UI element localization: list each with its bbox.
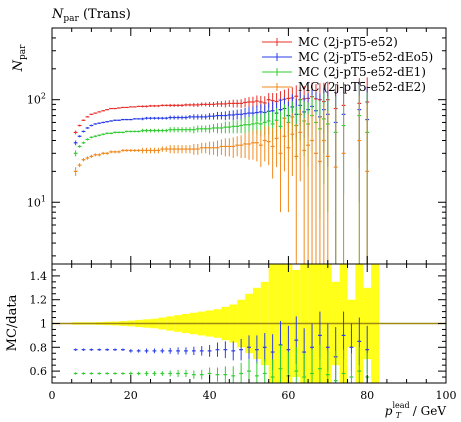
x-tick-label: 100 bbox=[436, 389, 457, 402]
legend: MC (2j-pT5-e52)MC (2j-pT5-e52-dEo5)MC (2… bbox=[262, 35, 433, 94]
figure-title-rest: (Trans) bbox=[79, 7, 131, 22]
x-tick-label: 20 bbox=[124, 389, 138, 402]
legend-label: MC (2j-pT5-e52-dE1) bbox=[298, 65, 426, 79]
x-tick-label: 40 bbox=[203, 389, 217, 402]
ratio-y-axis-label: MC/data bbox=[5, 294, 20, 351]
ratio-series-1 bbox=[73, 344, 370, 383]
y-tick-label-exp: 2 bbox=[41, 92, 46, 101]
series-1 bbox=[73, 81, 370, 264]
legend-label: MC (2j-pT5-e52) bbox=[298, 35, 398, 49]
ratio-x-ticks: 0 20 40 60 80 100 bbox=[49, 28, 457, 402]
ratio-y-tick-label: 0.8 bbox=[30, 341, 48, 354]
y-tick-label-exp: 1 bbox=[41, 194, 46, 203]
ratio-y-ticks: 0.6 0.8 1 1.2 1.4 bbox=[30, 263, 446, 384]
ratio-y-tick-label: 1 bbox=[40, 318, 47, 331]
main-y-axis-label-main: N bbox=[11, 59, 26, 72]
legend-item: MC (2j-pT5-e52-dE1) bbox=[262, 65, 426, 79]
legend-item: MC (2j-pT5-e52-dEo5) bbox=[262, 50, 433, 64]
x-tick-label: 80 bbox=[360, 389, 374, 402]
figure-title-sub: par bbox=[63, 14, 79, 24]
x-axis-label-sub: T bbox=[396, 411, 402, 420]
x-tick-label: 60 bbox=[281, 389, 295, 402]
figure-title: Npar (Trans) bbox=[51, 7, 131, 24]
legend-label: MC (2j-pT5-e52-dE2) bbox=[298, 80, 426, 94]
ratio-y-tick-label: 1.2 bbox=[30, 294, 48, 307]
ratio-panel: 0.6 0.8 1 1.2 1.4 0 20 40 60 80 100 MC/data plead… bbox=[5, 28, 457, 420]
y-tick-label: 102 bbox=[27, 92, 46, 107]
ratio-y-tick-label: 1.4 bbox=[30, 270, 48, 283]
main-y-axis-label-sub: par bbox=[18, 44, 28, 60]
x-tick-label: 0 bbox=[49, 389, 56, 402]
x-axis-label-sup: lead bbox=[392, 401, 409, 410]
legend-item: MC (2j-pT5-e52) bbox=[262, 35, 398, 49]
x-axis-label-unit: / GeV bbox=[409, 404, 446, 418]
y-tick-label-base: 10 bbox=[27, 196, 41, 209]
legend-label: MC (2j-pT5-e52-dEo5) bbox=[298, 50, 433, 64]
ratio-y-tick-label: 0.6 bbox=[30, 365, 48, 378]
legend-item: MC (2j-pT5-e52-dE2) bbox=[262, 80, 426, 94]
series-2 bbox=[73, 84, 370, 264]
main-series-layer bbox=[73, 77, 370, 264]
y-tick-label-base: 10 bbox=[27, 94, 41, 107]
y-tick-label: 101 bbox=[27, 194, 46, 209]
series-3 bbox=[73, 95, 370, 264]
main-y-axis-label: Npar bbox=[11, 44, 28, 73]
x-axis-label: plead T / GeV bbox=[385, 401, 447, 420]
figure-title-main: N bbox=[51, 7, 64, 22]
ratio-series-layer bbox=[73, 311, 370, 383]
x-axis-label-main: p bbox=[385, 404, 393, 418]
